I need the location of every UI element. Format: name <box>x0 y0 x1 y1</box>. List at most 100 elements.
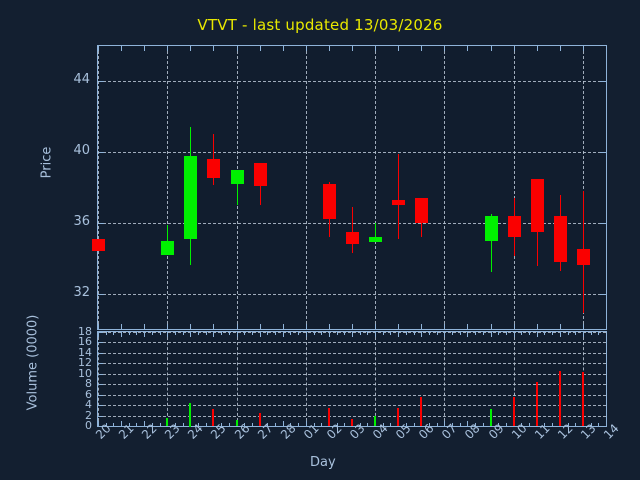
x-tick-mark-volume <box>306 421 307 426</box>
x-tick-mark <box>190 324 191 329</box>
x-minor-tick-top <box>521 332 522 335</box>
x-tick-top-volume <box>398 332 399 337</box>
x-tick-top-volume <box>352 332 353 337</box>
x-minor-tick-top <box>452 332 453 335</box>
x-minor-tick-top <box>314 332 315 335</box>
candle-body <box>323 184 336 219</box>
x-minor-tick <box>206 423 207 426</box>
x-minor-tick <box>498 423 499 426</box>
volume-tick-label: 18 <box>78 325 92 338</box>
x-minor-tick <box>129 423 130 426</box>
volume-tick-mark <box>98 374 103 375</box>
volume-axis-label: Volume (0000) <box>25 314 41 411</box>
x-minor-tick-top <box>252 332 253 335</box>
price-tick-label: 44 <box>73 72 90 88</box>
x-minor-tick <box>575 423 576 426</box>
x-minor-tick <box>344 423 345 426</box>
x-minor-tick-top <box>575 332 576 335</box>
x-minor-tick <box>298 423 299 426</box>
x-minor-tick-top <box>344 332 345 335</box>
x-minor-tick <box>529 423 530 426</box>
volume-bar <box>189 403 191 427</box>
x-tick-mark <box>606 324 607 329</box>
x-tick-top-price <box>491 46 492 51</box>
x-tick-top-volume <box>237 332 238 337</box>
x-tick-mark-volume <box>467 421 468 426</box>
volume-tick-label: 4 <box>85 398 92 412</box>
volume-bar <box>259 413 261 426</box>
x-tick-top-price <box>444 46 445 51</box>
candle-body <box>369 237 382 242</box>
x-tick-top-price <box>306 46 307 51</box>
x-tick-top-volume <box>306 332 307 337</box>
volume-bar <box>351 419 353 426</box>
x-minor-tick-top <box>267 332 268 335</box>
price-tick-mark <box>98 81 104 82</box>
volume-tick-label: 10 <box>78 366 92 380</box>
x-minor-tick <box>152 423 153 426</box>
x-minor-tick <box>483 423 484 426</box>
x-minor-tick-top <box>414 332 415 335</box>
volume-tick-mark <box>98 416 103 417</box>
volume-bar <box>513 397 515 426</box>
x-minor-tick <box>406 423 407 426</box>
volume-gridline <box>98 416 606 417</box>
day-gridline <box>444 46 445 329</box>
candle-wick <box>237 170 238 205</box>
candle-body <box>184 156 197 239</box>
x-minor-tick <box>552 423 553 426</box>
x-tick-top-price <box>583 46 584 51</box>
volume-tick-label: 14 <box>78 345 92 359</box>
x-minor-tick <box>183 423 184 426</box>
x-minor-tick-top <box>183 332 184 335</box>
price-axis-label: Price <box>39 146 55 179</box>
x-tick-top-price <box>283 46 284 51</box>
x-minor-tick <box>591 423 592 426</box>
day-gridline-volume <box>98 332 99 426</box>
x-minor-tick-top <box>498 332 499 335</box>
x-minor-tick-top <box>275 332 276 335</box>
x-minor-tick-top <box>437 332 438 335</box>
x-minor-tick-top <box>221 332 222 335</box>
x-tick-top-volume <box>606 332 607 337</box>
x-minor-tick <box>437 423 438 426</box>
volume-bar <box>212 409 214 426</box>
candle-body <box>92 239 105 251</box>
price-tick-mark <box>600 152 606 153</box>
x-minor-tick <box>414 423 415 426</box>
x-tick-top-volume <box>98 332 99 337</box>
x-tick-mark-volume <box>283 421 284 426</box>
x-tick-top-price <box>260 46 261 51</box>
x-tick-top-price <box>398 46 399 51</box>
volume-bar <box>559 371 561 426</box>
volume-tick-mark <box>98 353 103 354</box>
x-minor-tick <box>390 423 391 426</box>
x-tick-top-volume <box>167 332 168 337</box>
x-tick-mark <box>213 324 214 329</box>
candle-body <box>485 216 498 241</box>
volume-plot-area <box>97 331 607 427</box>
volume-bar <box>420 397 422 426</box>
x-minor-tick-top <box>544 332 545 335</box>
x-tick-mark <box>237 324 238 329</box>
x-minor-tick <box>598 423 599 426</box>
x-tick-mark <box>491 324 492 329</box>
x-minor-tick <box>367 423 368 426</box>
volume-tick-mark <box>98 384 103 385</box>
x-minor-tick <box>360 423 361 426</box>
x-tick-top-price <box>190 46 191 51</box>
x-minor-tick <box>136 423 137 426</box>
x-minor-tick <box>321 423 322 426</box>
price-plot-area <box>97 45 607 330</box>
candle-wick <box>375 223 376 242</box>
x-minor-tick <box>460 423 461 426</box>
x-tick-top-price <box>121 46 122 51</box>
x-tick-top-price <box>98 46 99 51</box>
x-tick-mark-volume <box>444 421 445 426</box>
x-tick-top-price <box>514 46 515 51</box>
day-gridline-volume <box>444 332 445 426</box>
x-tick-mark <box>352 324 353 329</box>
volume-tick-mark <box>98 395 103 396</box>
x-tick-top-price <box>144 46 145 51</box>
